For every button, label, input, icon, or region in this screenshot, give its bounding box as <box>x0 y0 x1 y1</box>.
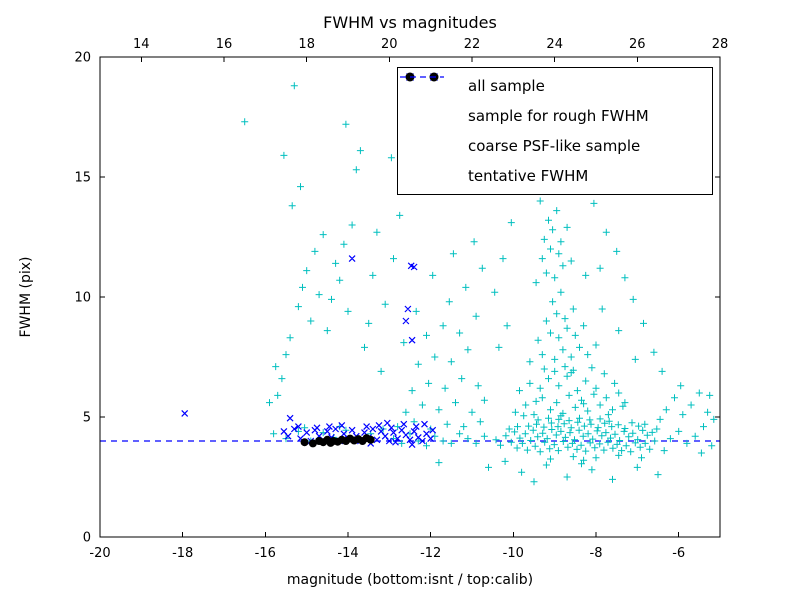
y-tick-label: 0 <box>83 531 91 546</box>
x-tick-label-bottom: -12 <box>420 546 441 561</box>
y-tick-label: 15 <box>74 171 91 186</box>
x-tick-label-top: 22 <box>464 37 481 52</box>
axes-frame <box>99 56 721 538</box>
x-tick-label-bottom: -8 <box>590 546 603 561</box>
x-tick-label-bottom: -18 <box>172 546 193 561</box>
legend-entry-all-sample: all sample <box>406 73 702 98</box>
x-tick-label-bottom: -14 <box>337 546 358 561</box>
x-tick-label-bottom: -6 <box>672 546 685 561</box>
x-tick-label-bottom: -16 <box>255 546 276 561</box>
legend-entry-tentative-fwhm: tentative FWHM <box>400 76 702 188</box>
y-tick-label: 20 <box>74 51 91 66</box>
legend-label-psf-sample: coarse PSF-like sample <box>468 137 641 155</box>
x-tick-label-bottom: -10 <box>503 546 524 561</box>
chart-title: FWHM vs magnitudes <box>323 13 497 32</box>
x-tick-label-top: 16 <box>216 37 233 52</box>
legend-entry-psf-sample: coarse PSF-like sample <box>405 72 702 158</box>
x-marker-icon <box>406 73 456 125</box>
dot-marker-icon <box>405 72 456 155</box>
legend: all sample sample for rough FWHM coarse … <box>397 67 713 195</box>
x-tick-label-top: 20 <box>381 37 398 52</box>
y-tick-label: 5 <box>83 411 91 426</box>
legend-label-all-sample: all sample <box>468 77 545 95</box>
legend-label-tentative-fwhm: tentative FWHM <box>468 167 589 185</box>
x-tick-label-bottom: -20 <box>89 546 110 561</box>
y-axis-label: FWHM (pix) <box>18 257 34 338</box>
scatter-series-2 <box>300 434 375 448</box>
legend-label-rough-fwhm: sample for rough FWHM <box>468 107 649 125</box>
x-tick-label-top: 28 <box>712 37 729 52</box>
y-tick-label: 10 <box>74 291 91 306</box>
scatter-series-1 <box>181 255 437 449</box>
x-tick-label-top: 18 <box>298 37 315 52</box>
dashed-line-icon <box>400 76 456 185</box>
x-tick-label-top: 26 <box>629 37 646 52</box>
x-axis-label: magnitude (bottom:isnt / top:calib) <box>287 572 533 588</box>
x-tick-label-top: 24 <box>546 37 563 52</box>
scatter-series-0 <box>241 82 718 486</box>
x-tick-label-top: 14 <box>133 37 150 52</box>
legend-entry-rough-fwhm: sample for rough FWHM <box>406 73 702 128</box>
